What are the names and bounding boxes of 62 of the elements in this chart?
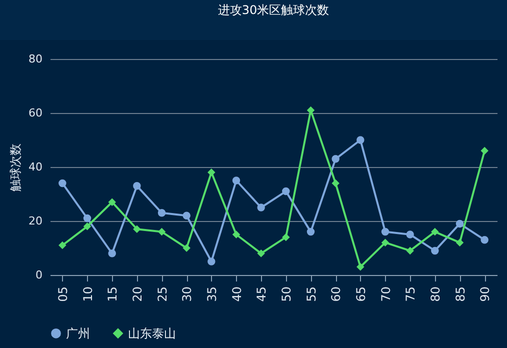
point <box>431 228 439 236</box>
x-tick-label: 60 <box>329 286 344 302</box>
point <box>133 182 141 190</box>
point <box>456 220 464 228</box>
legend-label: 山东泰山 <box>128 326 176 340</box>
point <box>257 204 265 212</box>
point <box>381 238 390 246</box>
x-tick-label: 70 <box>378 286 393 302</box>
x-tick-label: 15 <box>106 286 120 302</box>
point <box>282 187 290 196</box>
point <box>381 228 390 236</box>
x-tick-label: 50 <box>279 286 294 302</box>
point <box>83 222 92 230</box>
point <box>332 155 340 163</box>
point <box>133 225 141 233</box>
y-axis-title: 触球次数 <box>8 144 23 192</box>
point <box>158 209 166 217</box>
point <box>58 241 66 250</box>
legend-label: 广州 <box>66 326 90 340</box>
point <box>356 263 364 271</box>
point <box>406 230 414 238</box>
point <box>480 146 488 155</box>
x-tick-label: 05 <box>56 286 70 302</box>
point <box>182 212 190 220</box>
x-tick-label: 85 <box>453 286 468 302</box>
point <box>182 244 190 252</box>
point <box>83 214 92 222</box>
y-tick-label: 40 <box>28 160 42 174</box>
y-tick-label: 0 <box>36 268 42 282</box>
point <box>108 198 116 206</box>
x-tick-label: 40 <box>230 286 244 302</box>
chart-title: 进攻30米区触球次数 <box>218 3 330 17</box>
point <box>58 179 66 188</box>
x-tick-label: 55 <box>304 286 318 302</box>
point <box>108 250 116 258</box>
x-tick-label: 35 <box>204 286 219 302</box>
point <box>232 176 240 184</box>
point <box>282 233 290 242</box>
point <box>208 168 216 176</box>
x-tick-label: 10 <box>80 286 95 302</box>
point <box>232 230 240 238</box>
point <box>356 136 364 144</box>
point <box>306 228 315 236</box>
point <box>158 228 166 236</box>
x-tick-label: 30 <box>180 286 194 302</box>
x-tick-label: 45 <box>254 286 269 302</box>
point <box>257 250 265 258</box>
point <box>406 246 414 255</box>
y-tick-label: 80 <box>28 52 42 66</box>
x-tick-label: 80 <box>428 286 442 302</box>
x-tick-label: 75 <box>404 286 418 302</box>
y-tick-label: 60 <box>28 106 42 120</box>
point <box>456 238 464 246</box>
x-tick-label: 25 <box>155 286 170 302</box>
point <box>480 236 488 244</box>
point <box>431 246 439 255</box>
x-tick-label: 20 <box>130 286 144 302</box>
point <box>332 179 340 188</box>
point <box>208 258 216 266</box>
x-tick-label: 65 <box>354 286 368 302</box>
y-tick-label: 20 <box>28 214 42 228</box>
x-tick-label: 90 <box>478 286 492 302</box>
